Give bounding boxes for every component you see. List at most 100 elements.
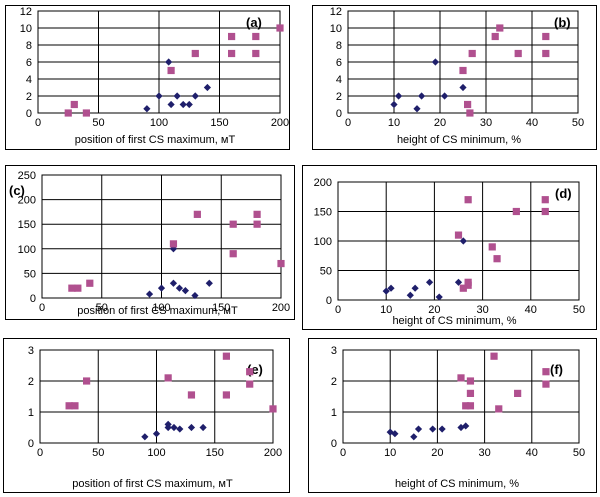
panel-label: (d) [555, 186, 572, 201]
y-tick-label: 4 [26, 74, 32, 86]
diamond-point [425, 278, 434, 286]
square-point [246, 368, 254, 376]
diamond-point [170, 423, 178, 432]
y-tick-label: 2 [28, 376, 34, 388]
panel-c [5, 165, 295, 320]
x-tick-label: 50 [573, 304, 585, 316]
plot-area [41, 174, 282, 299]
square-point [253, 210, 261, 218]
panel-label: (c) [9, 183, 25, 198]
scatter-chart-a: 0 50 100 150 200 0 2 4 6 8 10 12 position of first C… [20, 6, 289, 146]
diamond-point [441, 92, 449, 100]
x-tick-label: 50 [572, 117, 584, 129]
panel-label: (b) [554, 15, 571, 30]
square-point [277, 259, 285, 268]
square-point [495, 405, 503, 413]
x-axis-label: height of CS minimum, % [397, 134, 521, 146]
diamond-point [145, 290, 154, 298]
diamond-point [395, 92, 403, 100]
scatter-chart-d: 0 10 20 30 40 50 0 50 100 150 200 height of CS mini… [314, 177, 585, 327]
x-tick-label: 0 [345, 117, 351, 129]
square-point [541, 207, 549, 216]
square-point [512, 207, 520, 216]
square-point [466, 377, 475, 385]
square-point [454, 231, 463, 239]
diamond-point [185, 100, 193, 109]
plot-area [347, 10, 579, 114]
square-point [269, 405, 277, 413]
x-tick-label: 100 [150, 117, 168, 129]
square-point [491, 32, 499, 41]
scatter-chart-c: 0 50 100 150 200 0 50 100 150 200 250 position of f… [9, 170, 290, 317]
x-tick-label: 50 [92, 117, 104, 129]
y-tick-label: 2 [26, 91, 32, 103]
diamond-point [413, 105, 421, 113]
diamond-point [165, 58, 173, 66]
x-tick-label: 0 [39, 302, 45, 314]
square-point [252, 32, 260, 41]
diamond-point [418, 92, 426, 100]
plot-area [342, 349, 580, 444]
square-point [496, 24, 504, 32]
scatter-chart-b: 0 10 20 30 40 50 0 2 4 6 8 10 12 height of CS minimum… [330, 6, 584, 146]
square-point [74, 284, 82, 292]
x-tick-label: 40 [526, 117, 538, 129]
square-point [164, 374, 172, 382]
diamond-point [141, 433, 149, 441]
diamond-point [199, 423, 207, 432]
diamond-point [173, 92, 181, 100]
diamond-point [382, 287, 390, 295]
square-point [70, 100, 78, 109]
y-tick-label: 200 [314, 177, 332, 189]
diamond-point [459, 83, 467, 92]
x-tick-label: 30 [480, 117, 492, 129]
diamond-point [438, 425, 446, 433]
diamond-point [411, 284, 419, 292]
panel-label: (f) [550, 362, 563, 377]
square-point [222, 391, 230, 399]
x-tick-label: 40 [525, 304, 537, 316]
x-axis-label: position of first CS maximum, мT [75, 134, 236, 146]
square-point [464, 100, 472, 109]
x-tick-label: 200 [271, 117, 289, 129]
diamond-point [390, 100, 398, 109]
square-point [514, 389, 522, 397]
y-tick-label: 2 [331, 376, 337, 388]
x-tick-label: 30 [478, 447, 490, 459]
square-point [459, 66, 467, 75]
square-point [229, 250, 237, 258]
plot-area [337, 181, 580, 301]
diamond-point [429, 425, 437, 433]
square-point [68, 284, 76, 292]
y-tick-label: 8 [26, 40, 32, 52]
diamond-point [462, 422, 470, 430]
square-point [542, 368, 550, 376]
x-axis-label: position of first CS maximum, мT [72, 478, 233, 490]
y-tick-label: 0 [336, 108, 342, 120]
square-point [65, 402, 73, 410]
y-tick-label: 0 [30, 293, 36, 305]
square-point [64, 109, 72, 117]
diamond-point [176, 425, 184, 433]
panel-label: (a) [246, 15, 262, 30]
x-tick-label: 200 [272, 302, 290, 314]
square-point [542, 380, 550, 388]
y-tick-label: 6 [336, 57, 342, 69]
y-tick-label: 100 [18, 244, 36, 256]
square-point [252, 49, 260, 58]
diamond-point [143, 105, 151, 113]
square-point [490, 352, 498, 360]
y-tick-label: 50 [320, 266, 332, 278]
x-tick-label: 200 [264, 447, 282, 459]
square-point [466, 109, 474, 117]
diamond-point [181, 287, 189, 295]
y-tick-label: 150 [18, 219, 36, 231]
y-tick-label: 0 [26, 108, 32, 120]
square-point [71, 402, 79, 410]
diamond-point [167, 100, 175, 109]
panel-f [308, 338, 597, 493]
diamond-point [435, 293, 443, 301]
diamond-point [410, 433, 418, 441]
scatter-chart-e: 0 50 100 150 200 0 1 2 3 position of first CS max… [28, 345, 282, 490]
x-tick-label: 40 [526, 447, 538, 459]
